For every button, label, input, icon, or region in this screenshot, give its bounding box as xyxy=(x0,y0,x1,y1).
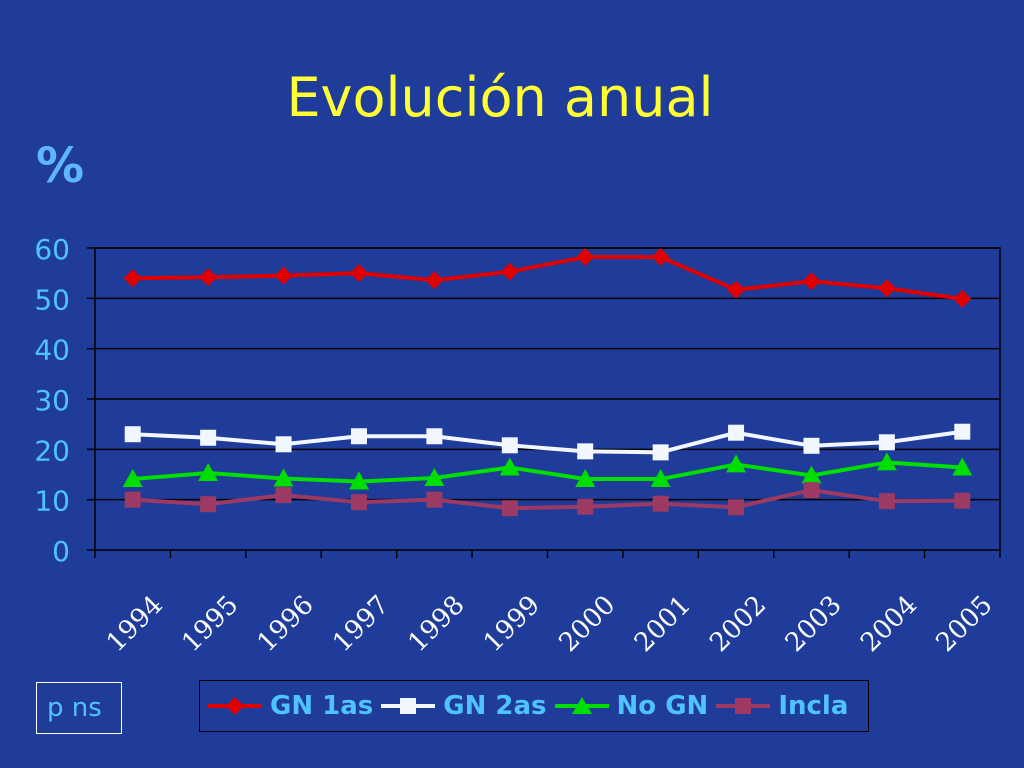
y-tick-label: 10 xyxy=(34,485,70,518)
legend-item-no-gn: No GN xyxy=(554,691,709,721)
x-tick-label: 2004 xyxy=(855,590,923,658)
y-tick-label: 50 xyxy=(34,283,70,316)
chart-legend: GN 1as GN 2as No GN Incla xyxy=(199,680,869,732)
legend-item-gn-1as: GN 1as xyxy=(208,691,373,721)
data-point-gn-1as xyxy=(877,279,896,298)
y-tick-label: 0 xyxy=(52,535,70,568)
data-point-incla xyxy=(275,487,292,504)
data-point-incla xyxy=(200,496,217,513)
data-point-incla xyxy=(954,492,971,509)
data-point-no-gn xyxy=(952,457,973,476)
x-tick-label: 2000 xyxy=(553,590,621,658)
data-point-gn-1as xyxy=(425,271,444,290)
data-point-gn-1as xyxy=(500,262,519,281)
data-point-incla xyxy=(426,491,443,508)
data-point-gn-2as xyxy=(878,434,895,451)
legend-label: Incla xyxy=(778,691,849,721)
data-point-no-gn xyxy=(876,452,897,471)
data-point-gn-2as xyxy=(577,443,594,460)
data-point-incla xyxy=(577,498,594,515)
data-point-no-gn xyxy=(499,457,520,476)
data-point-gn-1as xyxy=(199,268,218,287)
data-point-gn-2as xyxy=(275,436,292,453)
x-tick-label: 1999 xyxy=(478,590,546,658)
data-point-no-gn xyxy=(348,471,369,490)
data-point-gn-2as xyxy=(124,426,141,443)
data-point-incla xyxy=(124,491,141,508)
data-point-gn-1as xyxy=(576,248,595,267)
x-tick-label: 1995 xyxy=(176,590,244,658)
data-point-incla xyxy=(878,493,895,510)
data-point-no-gn xyxy=(575,469,596,488)
data-point-no-gn xyxy=(650,469,671,488)
legend-label: GN 2as xyxy=(443,691,547,721)
data-point-gn-2as xyxy=(652,444,669,461)
y-tick-label: 30 xyxy=(34,384,70,417)
y-axis-unit-label: % xyxy=(36,138,85,194)
data-point-gn-1as xyxy=(802,272,821,291)
data-point-no-gn xyxy=(801,465,822,484)
x-tick-label: 1994 xyxy=(101,590,169,658)
data-point-gn-2as xyxy=(200,429,217,446)
data-point-gn-2as xyxy=(350,428,367,445)
data-point-gn-1as xyxy=(274,266,293,285)
data-point-gn-1as xyxy=(953,289,972,308)
data-point-gn-1as xyxy=(123,269,142,288)
y-tick-label: 60 xyxy=(34,233,70,266)
data-point-gn-2as xyxy=(728,424,745,441)
data-point-gn-2as xyxy=(803,437,820,454)
x-tick-label: 2005 xyxy=(931,590,999,658)
x-tick-label: 2001 xyxy=(629,590,697,658)
data-point-gn-2as xyxy=(426,428,443,445)
significance-note: p ns xyxy=(36,682,122,734)
x-tick-label: 1997 xyxy=(327,590,395,658)
data-point-gn-2as xyxy=(954,423,971,440)
legend-swatch-no-gn xyxy=(554,697,609,714)
legend-swatch-gn-1as xyxy=(208,697,262,715)
legend-label: GN 1as xyxy=(270,691,374,721)
series-line-incla xyxy=(132,488,963,511)
x-tick-label: 1998 xyxy=(403,590,471,658)
data-point-incla xyxy=(501,500,518,517)
series-line-no-gn xyxy=(132,460,963,484)
series-line-gn-1as xyxy=(132,255,963,301)
data-point-gn-1as xyxy=(651,248,670,267)
y-tick-label: 20 xyxy=(34,434,70,467)
data-point-incla xyxy=(350,494,367,511)
legend-item-gn-2as: GN 2as xyxy=(381,691,547,721)
data-point-incla xyxy=(803,482,820,499)
data-point-no-gn xyxy=(122,469,143,488)
data-point-incla xyxy=(652,495,669,512)
data-point-no-gn xyxy=(424,468,445,487)
x-tick-label: 2003 xyxy=(780,590,848,658)
legend-swatch-gn-2as xyxy=(381,698,436,714)
data-point-incla xyxy=(728,499,745,516)
x-tick-label: 1996 xyxy=(252,590,320,658)
legend-label: No GN xyxy=(616,691,709,721)
series-line-gn-2as xyxy=(132,429,963,455)
y-tick-label: 40 xyxy=(34,334,70,367)
data-point-gn-1as xyxy=(727,280,746,299)
data-point-gn-1as xyxy=(349,264,368,283)
data-point-no-gn xyxy=(198,462,219,481)
chart-title: Evolución anual xyxy=(286,66,714,129)
legend-item-incla: Incla xyxy=(716,691,848,721)
x-tick-label: 2002 xyxy=(704,590,772,658)
data-point-no-gn xyxy=(726,454,747,473)
data-point-gn-2as xyxy=(501,437,518,454)
data-point-no-gn xyxy=(273,468,294,487)
legend-swatch-incla xyxy=(716,698,771,714)
